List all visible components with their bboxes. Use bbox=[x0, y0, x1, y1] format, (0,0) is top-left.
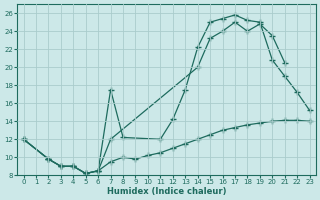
X-axis label: Humidex (Indice chaleur): Humidex (Indice chaleur) bbox=[107, 187, 226, 196]
